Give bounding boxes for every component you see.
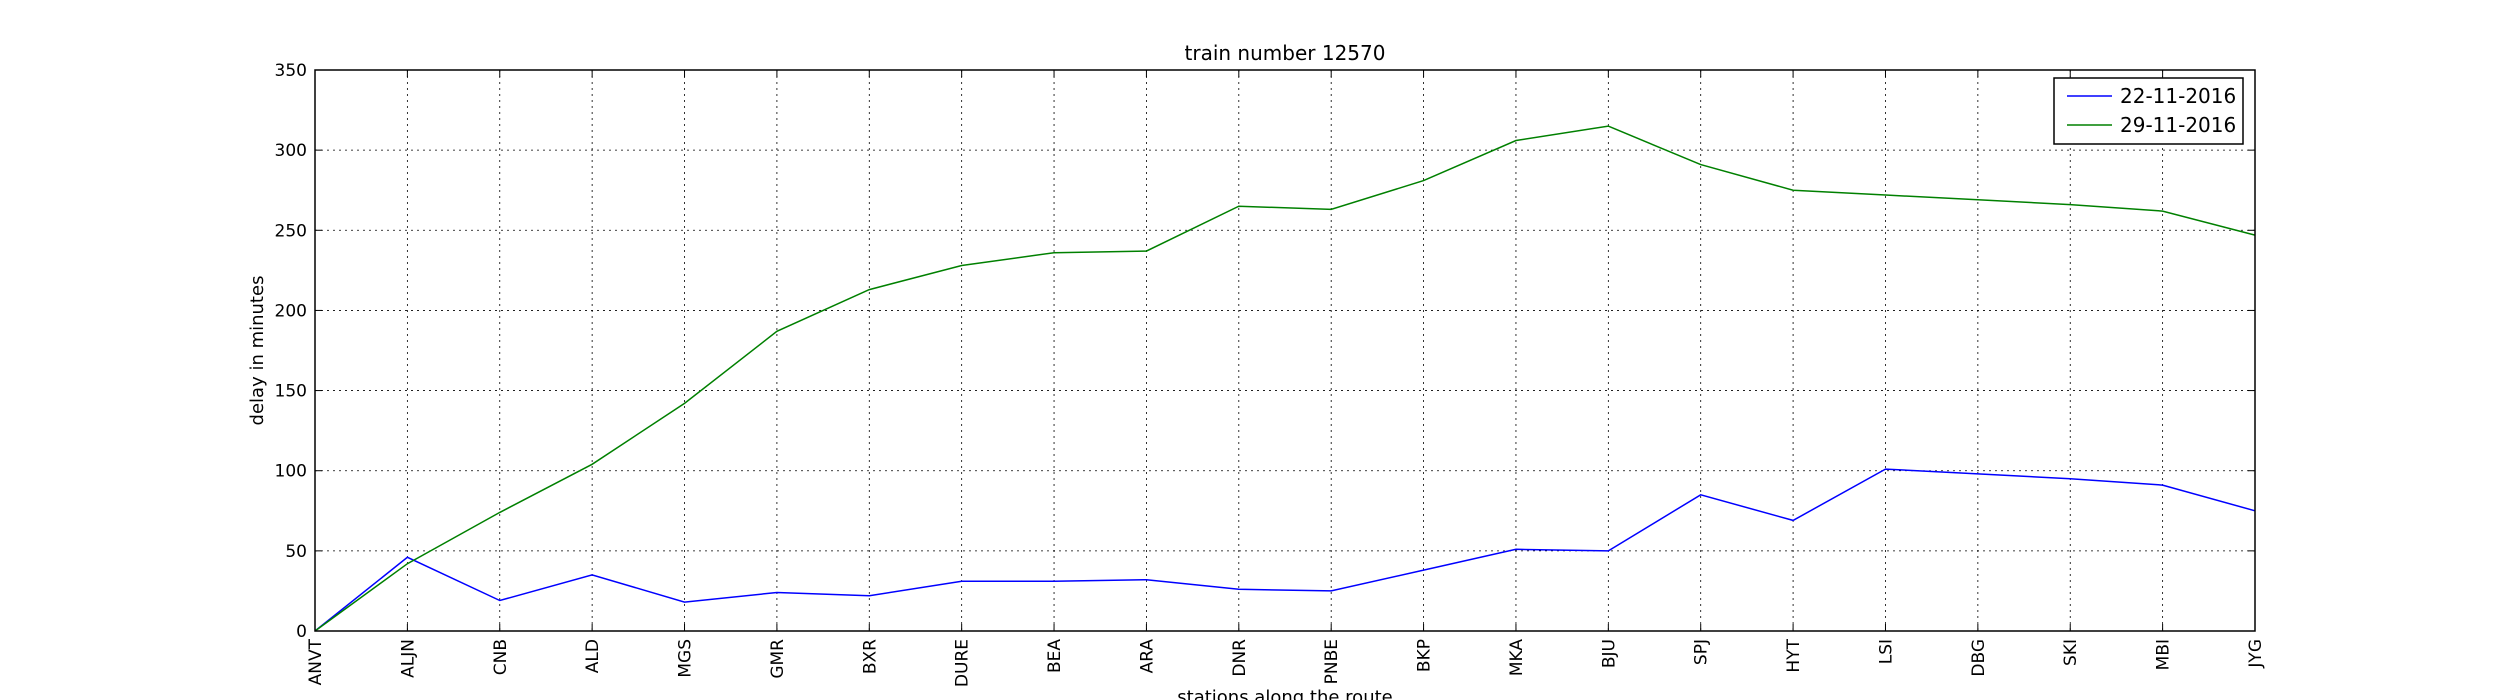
x-tick-label: ALJN [398,639,418,678]
y-tick-label: 100 [275,462,307,482]
y-tick-label: 250 [275,221,307,241]
x-tick-label: CNB [491,639,511,675]
x-tick-label: BXR [860,639,880,674]
x-tick-label: ALD [583,639,603,673]
grid [315,70,2255,631]
x-tick-label: BKP [1415,639,1435,672]
x-tick-label: DBG [1969,639,1989,677]
x-tick-label: ARA [1137,639,1157,674]
y-tick-label: 350 [275,61,307,81]
x-tick-label: JYG [2246,639,2266,669]
x-tick-label: DNR [1230,639,1250,677]
legend-label-series-2: 29-11-2016 [2120,113,2236,137]
series-line-1 [314,468,2256,632]
x-tick-label: DURE [953,639,973,687]
axis-ticks: 0 50 100 150 200 250 300 350 ANVT ALJN CNB ALD MGS GM… [275,61,2266,687]
chart-title: train number 12570 [1185,41,1386,65]
y-tick-label: 200 [275,301,307,321]
series-line-2 [314,125,2256,632]
x-tick-label: PNBE [1322,639,1342,684]
x-tick-label: ANVT [306,638,326,685]
x-tick-label: BEA [1045,639,1065,673]
x-tick-label: MBI [2154,639,2174,670]
x-tick-label: GMR [768,639,788,679]
y-axis-label: delay in minutes [247,276,268,426]
x-tick-label: MKA [1507,639,1527,677]
x-tick-label: SPJ [1692,639,1712,665]
x-tick-label: MGS [676,639,696,678]
legend-box [2053,77,2244,145]
y-tick-label: 300 [275,141,307,161]
y-tick-label: 0 [296,622,307,642]
x-axis-label: stations along the route [1177,687,1392,700]
series-lines [314,125,2256,632]
plot-frame [314,69,2256,632]
y-tick-label: 50 [285,542,307,562]
x-tick-label: BJU [1599,639,1619,668]
x-tick-label: SKI [2061,639,2081,666]
x-tick-label: HYT [1784,638,1804,672]
legend-label-series-1: 22-11-2016 [2120,84,2236,108]
legend: 22-11-2016 29-11-2016 [2053,77,2244,145]
x-tick-label: LSI [1876,639,1896,664]
y-tick-label: 150 [275,382,307,402]
